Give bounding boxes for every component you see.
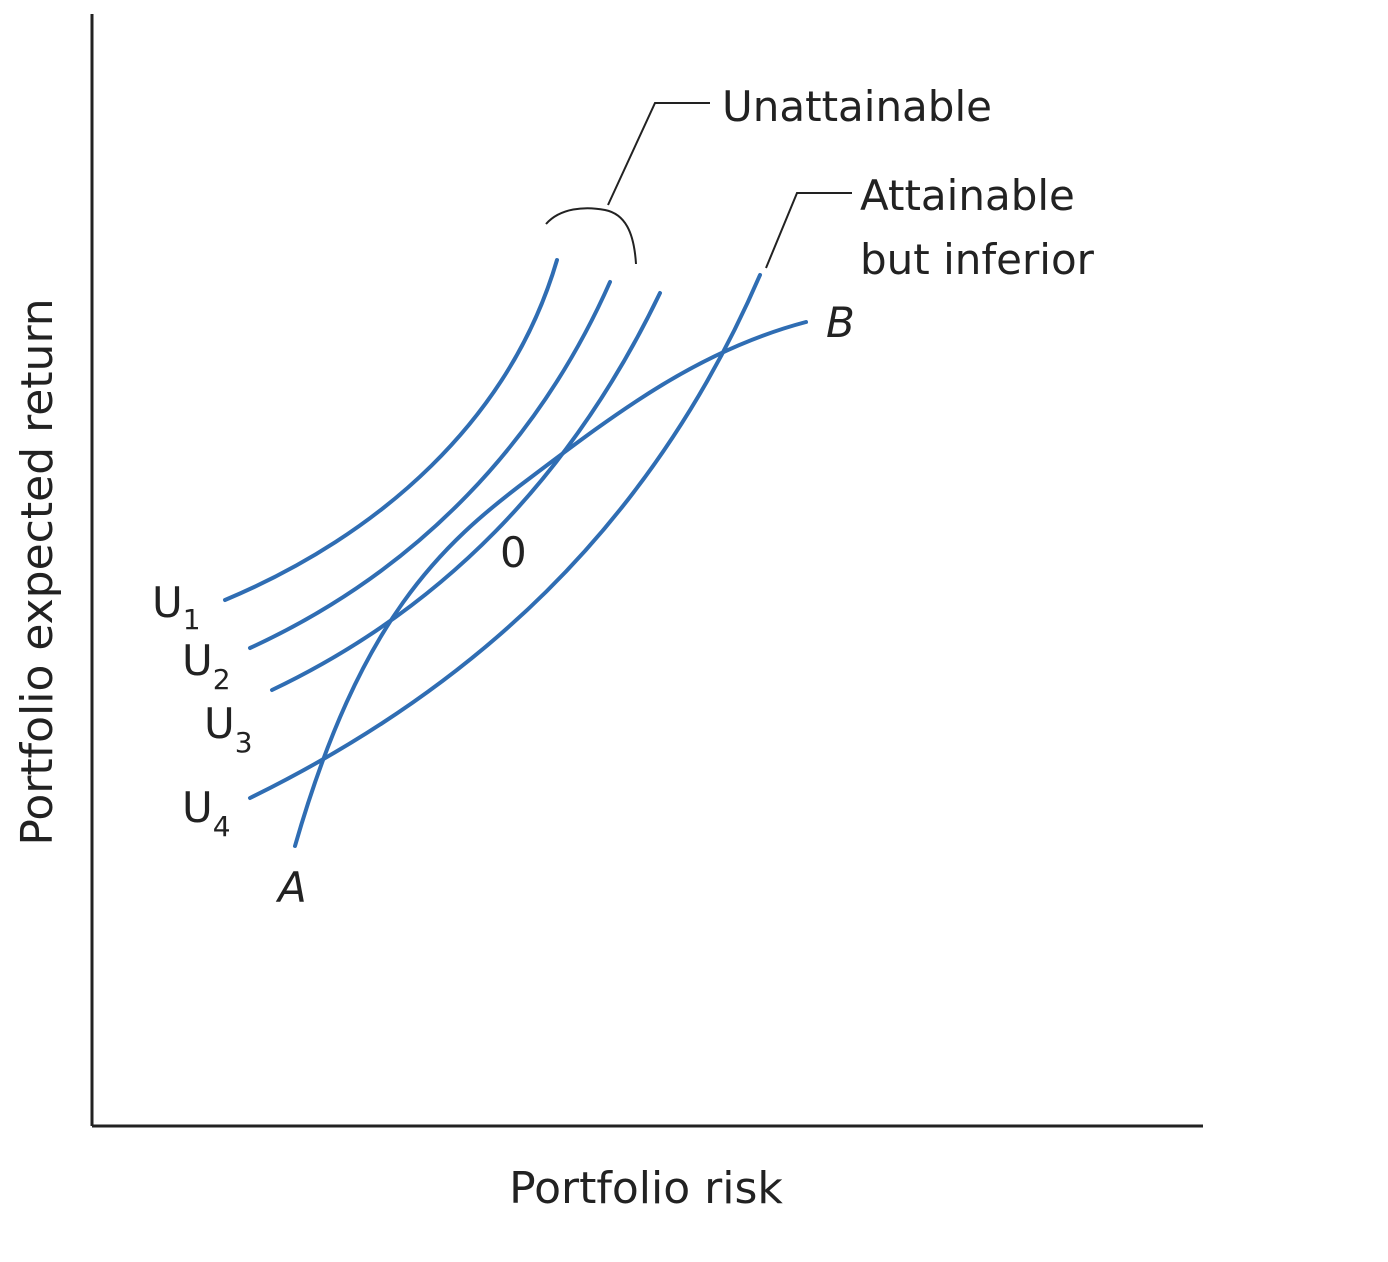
frontier-curve-a-b	[293, 320, 808, 848]
u2-subscript: 2	[213, 663, 231, 696]
attainable-label-line1: Attainable	[860, 171, 1075, 220]
indifference-curve-u2	[248, 280, 612, 650]
u1-subscript: 1	[183, 603, 201, 636]
unattainable-leader	[607, 102, 710, 206]
u2-label: U2	[182, 636, 231, 696]
u3-letter: U	[204, 699, 235, 748]
indifference-curve-u3	[270, 291, 662, 692]
y-axis-title: Portfolio expected return	[12, 298, 63, 845]
indifference-curve-u1	[223, 258, 559, 602]
indifference-curve-u4	[248, 273, 762, 800]
u3-subscript: 3	[235, 726, 253, 759]
frontier-label-a: A	[275, 863, 307, 912]
u3-label: U3	[204, 699, 253, 759]
u4-label: U4	[182, 783, 231, 843]
u1-label: U1	[152, 578, 201, 636]
u2-letter: U	[182, 636, 213, 685]
attainable-leader	[765, 192, 852, 269]
tangent-point-label: 0	[500, 528, 527, 577]
x-axis-title: Portfolio risk	[509, 1163, 783, 1214]
unattainable-brace	[545, 207, 637, 265]
u4-letter: U	[182, 783, 213, 832]
u1-letter: U	[152, 578, 183, 627]
frontier-label-b: B	[826, 298, 855, 347]
attainable-label-line2: but inferior	[860, 235, 1095, 284]
u4-subscript: 4	[213, 810, 231, 843]
unattainable-label: Unattainable	[722, 82, 992, 131]
